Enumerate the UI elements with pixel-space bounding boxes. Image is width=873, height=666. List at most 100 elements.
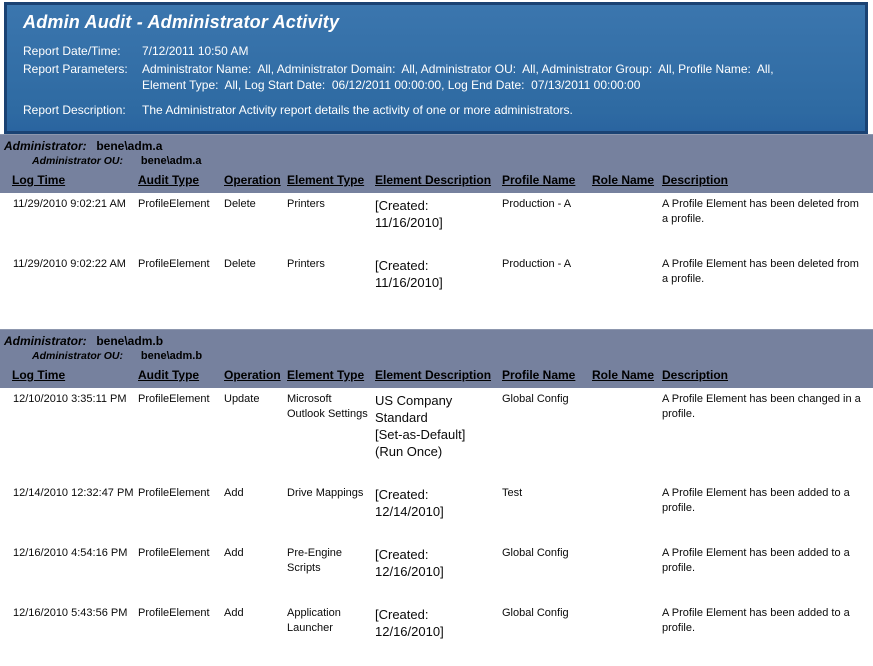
- cell-log-time: 12/16/2010 4:54:16 PM: [13, 547, 128, 559]
- table-row: 12/16/2010 4:54:16 PM ProfileElement Add Pr…: [0, 542, 866, 602]
- column-header-profile-name: Profile Name: [502, 368, 576, 382]
- column-header-profile-name: Profile Name: [502, 173, 576, 187]
- administrator-section-b: Administrator: bene\adm.b Administrator …: [0, 329, 873, 666]
- cell-operation: Update: [222, 662, 285, 666]
- cell-role-name: [590, 662, 660, 666]
- report-description-label: Report Description:: [23, 103, 126, 117]
- column-header-element-type: Element Type: [287, 368, 365, 382]
- cell-element-description: [Created: 11/16/2010]: [375, 198, 443, 230]
- cell-role-name: [590, 253, 660, 313]
- cell-element-type: Printers: [287, 198, 325, 210]
- report-parameters-row: Report Parameters: Administrator Name: A…: [23, 61, 853, 93]
- cell-element-type: Application Launcher: [285, 662, 373, 666]
- cell-log-time: 11/29/2010 9:02:22 AM: [13, 258, 126, 270]
- cell-element-type: Application Launcher: [287, 607, 341, 634]
- column-header-description: Description: [662, 173, 729, 187]
- column-header-element-type: Element Type: [287, 173, 365, 187]
- administrator-label: Administrator:: [4, 139, 87, 153]
- audit-table-body: 12/10/2010 3:35:11 PM ProfileElement Updat…: [0, 388, 866, 666]
- administrator-value: bene\adm.b: [96, 334, 164, 348]
- report-date-value: 7/12/2011 10:50 AM: [142, 44, 249, 58]
- cell-profile-name: Test: [502, 487, 523, 499]
- administrator-ou-value: bene\adm.a: [140, 155, 202, 167]
- column-header-role-name: Role Name: [592, 368, 655, 382]
- administrator-ou-line: Administrator OU: bene\adm.a: [0, 154, 873, 169]
- cell-profile-name: Global Config: [502, 393, 569, 405]
- report-description-value: The Administrator Activity report detail…: [142, 103, 573, 117]
- cell-operation: Add: [224, 547, 244, 559]
- cell-log-time: 12/16/2010 5:43:56 PM: [13, 607, 128, 619]
- cell-element-type: Printers: [287, 258, 325, 270]
- cell-role-name: [590, 542, 660, 602]
- column-header-row: Log Time Audit Type Operation Element Type E…: [0, 169, 866, 193]
- audit-table-body: 11/29/2010 9:02:21 AM ProfileElement Delet…: [0, 193, 866, 313]
- cell-description: A Profile Element has been added to a pr…: [662, 607, 850, 634]
- cell-element-description: [Created: 12/14/2010]: [375, 487, 444, 519]
- audit-table: 11/29/2010 9:02:21 AM ProfileElement Delet…: [0, 193, 866, 313]
- report-parameters-value: Administrator Name: All, Administrator D…: [142, 62, 774, 92]
- cell-element-description: US Company Standard [Set-as-Default] (Ru…: [375, 393, 466, 459]
- cell-log-time: 12/14/2010 12:32:47 PM: [13, 487, 134, 499]
- column-header-table: Log Time Audit Type Operation Element Type E…: [0, 364, 866, 388]
- cell-description: A Profile Element has been changed in a …: [662, 393, 861, 420]
- cell-audit-type: ProfileElement: [138, 393, 210, 405]
- cell-operation: Delete: [224, 198, 256, 210]
- column-header-row: Log Time Audit Type Operation Element Type E…: [0, 364, 866, 388]
- cell-element-type: Pre-Engine Scripts: [287, 547, 343, 574]
- report-date-row: Report Date/Time: 7/12/2011 10:50 AM: [23, 43, 853, 59]
- table-row: 11/29/2010 9:02:22 AM ProfileElement Delet…: [0, 253, 866, 313]
- column-header-log-time: Log Time: [12, 368, 66, 382]
- administrator-ou-label: Administrator OU:: [32, 350, 124, 362]
- cell-description: A Profile Element has been added to a pr…: [662, 487, 850, 514]
- table-row: 12/10/2010 3:35:11 PM ProfileElement Updat…: [0, 388, 866, 482]
- table-row: 11/29/2010 9:02:21 AM ProfileElement Delet…: [0, 193, 866, 253]
- column-header-operation: Operation: [224, 368, 281, 382]
- cell-audit-type: ProfileElement: [138, 198, 210, 210]
- cell-element-description: [Created: 11/16/2010]: [375, 258, 443, 290]
- cell-profile-name: Global Config: [502, 547, 569, 559]
- cell-audit-type: ProfileElement: [138, 258, 210, 270]
- report-title: Admin Audit - Administrator Activity: [23, 12, 340, 32]
- section-header-band: Administrator: bene\adm.b Administrator …: [0, 329, 873, 388]
- cell-profile-name: Production - A: [502, 258, 572, 270]
- administrator-line: Administrator: bene\adm.b: [0, 333, 873, 349]
- column-header-audit-type: Audit Type: [138, 173, 200, 187]
- cell-profile-name: Global Config: [500, 662, 590, 666]
- cell-operation: Delete: [224, 258, 256, 270]
- cell-description: A Profile Element has been deleted from …: [662, 198, 859, 225]
- cell-profile-name: Global Config: [502, 607, 569, 619]
- cell-element-description: [Created: 12/16/2010]: [373, 662, 500, 666]
- cell-operation: Add: [224, 487, 244, 499]
- column-header-operation: Operation: [224, 173, 281, 187]
- cell-role-name: [590, 193, 660, 253]
- table-row: 12/14/2010 12:32:47 PM ProfileElement Add D…: [0, 482, 866, 542]
- column-header-log-time: Log Time: [12, 173, 66, 187]
- cell-log-time: 12/16/2010 5:45:08 PM: [0, 662, 136, 666]
- cell-description: A Profile Element has been deleted from …: [662, 258, 859, 285]
- cell-element-description: [Created: 12/16/2010]: [375, 607, 444, 639]
- administrator-ou-value: bene\adm.b: [140, 350, 203, 362]
- cell-element-type: Drive Mappings: [287, 487, 364, 499]
- column-header-audit-type: Audit Type: [138, 368, 200, 382]
- cell-audit-type: ProfileElement: [138, 607, 210, 619]
- cell-log-time: 11/29/2010 9:02:21 AM: [13, 198, 126, 210]
- column-header-table: Log Time Audit Type Operation Element Type E…: [0, 169, 866, 193]
- cell-audit-type: ProfileElement: [138, 487, 210, 499]
- table-row: 12/16/2010 5:45:08 PMProfileElementUpdat…: [0, 662, 866, 666]
- report-description-row: Report Description: The Administrator Ac…: [23, 102, 853, 118]
- cell-description: A Profile Element has been added to a pr…: [662, 547, 850, 574]
- cell-audit-type: ProfileElement: [136, 662, 222, 666]
- administrator-ou-label: Administrator OU:: [32, 155, 124, 167]
- report-header-band: Admin Audit - Administrator Activity Rep…: [4, 2, 868, 134]
- administrator-label: Administrator:: [4, 334, 87, 348]
- administrator-line: Administrator: bene\adm.a: [0, 138, 873, 154]
- section-header-band: Administrator: bene\adm.a Administrator …: [0, 134, 873, 193]
- column-header-element-description: Element Description: [375, 173, 492, 187]
- cell-operation: Add: [224, 607, 244, 619]
- administrator-value: bene\adm.a: [96, 139, 163, 153]
- column-header-element-description: Element Description: [375, 368, 492, 382]
- administrator-ou-line: Administrator OU: bene\adm.b: [0, 349, 873, 364]
- cell-log-time: 12/10/2010 3:35:11 PM: [13, 393, 127, 405]
- column-header-role-name: Role Name: [592, 173, 655, 187]
